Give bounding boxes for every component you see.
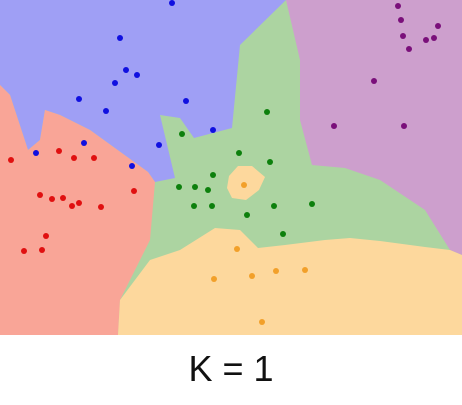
green-point [244,212,250,218]
decision-regions [0,0,462,335]
blue-point [169,0,175,6]
red-point [71,155,77,161]
green-point [191,203,197,209]
purple-point [423,37,429,43]
orange-point [273,268,279,274]
orange-point [234,246,240,252]
k-value-caption: K = 1 [188,348,274,389]
red-point [98,204,104,210]
red-point [60,195,66,201]
purple-point [395,3,401,9]
purple-point [431,35,437,41]
region-orange [118,228,462,335]
red-point [69,203,75,209]
orange-point [241,182,247,188]
orange-point [259,319,265,325]
blue-point [81,140,87,146]
red-point [56,148,62,154]
region-blue [0,0,286,182]
green-point [309,201,315,207]
green-point [176,184,182,190]
data-points [8,0,441,325]
purple-point [400,33,406,39]
blue-point [117,35,123,41]
red-point [49,196,55,202]
purple-point [398,17,404,23]
orange-point [211,276,217,282]
red-point [76,200,82,206]
blue-point [129,163,135,169]
blue-point [134,72,140,78]
red-point [21,248,27,254]
red-point [43,233,49,239]
green-point [271,203,277,209]
green-point [205,187,211,193]
blue-point [123,67,129,73]
orange-point [249,273,255,279]
red-point [37,192,43,198]
region-purple [286,0,462,255]
green-point [192,184,198,190]
blue-point [76,96,82,102]
blue-point [103,108,109,114]
blue-point [112,80,118,86]
green-point [179,131,185,137]
green-point [209,203,215,209]
red-point [91,155,97,161]
green-point [280,231,286,237]
purple-point [371,78,377,84]
blue-point [210,127,216,133]
region-red [0,85,155,335]
red-point [39,247,45,253]
green-point [264,109,270,115]
purple-point [401,123,407,129]
blue-point [33,150,39,156]
green-point [236,150,242,156]
purple-point [406,46,412,52]
purple-point [435,23,441,29]
green-point [267,159,273,165]
red-point [8,157,14,163]
purple-point [331,123,337,129]
blue-point [183,98,189,104]
blue-point [156,142,162,148]
green-point [210,172,216,178]
red-point [131,188,137,194]
decision-boundary-plot [0,0,462,335]
orange-point [302,267,308,273]
